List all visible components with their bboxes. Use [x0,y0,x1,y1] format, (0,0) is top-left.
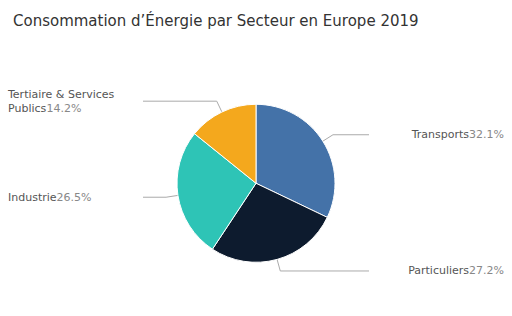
svg-text:Transports: Transports [411,128,470,141]
svg-text:Publics: Publics [8,102,47,115]
svg-text:Consommation d’Énergie par Sec: Consommation d’Énergie par Secteur en Eu… [13,11,419,30]
svg-text:14.2%: 14.2% [46,102,81,115]
svg-text:Tertiaire & Services: Tertiaire & Services [7,88,118,101]
svg-text:26.5%: 26.5% [57,191,92,204]
svg-text:Industrie: Industrie [8,191,57,204]
svg-text:Particuliers: Particuliers [408,264,469,277]
svg-text:32.1%: 32.1% [469,128,504,141]
svg-text:27.2%: 27.2% [469,264,504,277]
